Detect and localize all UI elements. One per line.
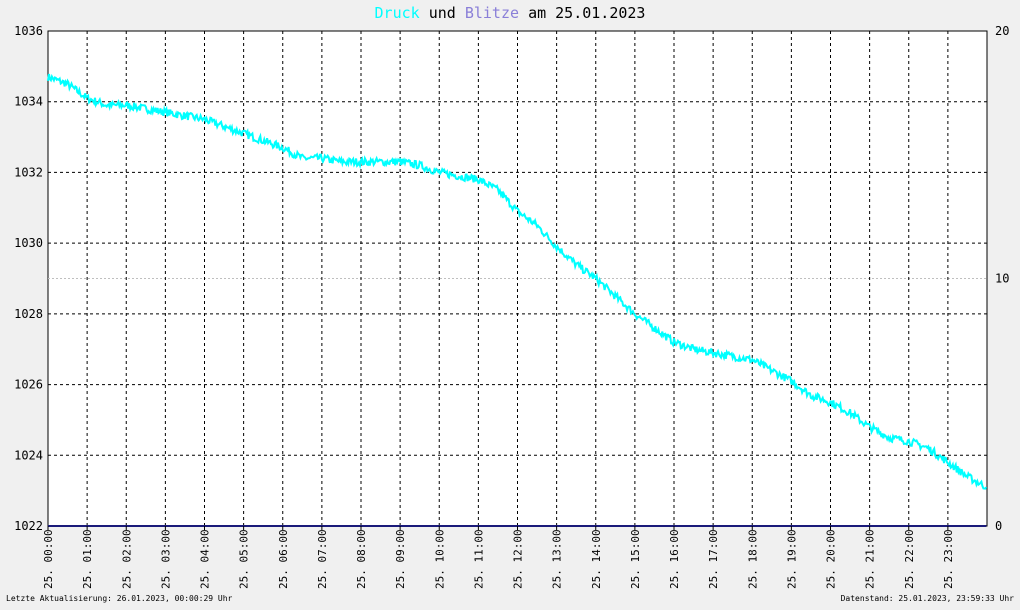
x-tick-label: 25. 13:00 (551, 529, 564, 589)
druck-data-point (751, 359, 753, 361)
druck-data-point (966, 476, 968, 478)
title-druck: Druck (375, 4, 420, 22)
druck-data-point (673, 341, 675, 343)
druck-data-point (262, 140, 264, 142)
druck-data-point (790, 380, 792, 382)
x-tick-label: 25. 18:00 (746, 529, 759, 589)
x-tick-label: 25. 22:00 (903, 529, 916, 589)
x-tick-label: 25. 19:00 (785, 529, 798, 589)
x-tick-label: 25. 01:00 (81, 529, 94, 589)
y-left-tick-label: 1022 (14, 519, 43, 533)
y-left-tick-label: 1028 (14, 307, 43, 321)
x-tick-label: 25. 08:00 (355, 529, 368, 589)
x-tick-label: 25. 05:00 (238, 529, 251, 589)
x-tick-label: 25. 21:00 (864, 529, 877, 589)
druck-data-point (614, 295, 616, 297)
druck-data-point (712, 352, 714, 354)
x-tick-label: 25. 06:00 (277, 529, 290, 589)
druck-data-point (380, 161, 382, 163)
druck-data-point (47, 76, 49, 78)
footer-data-status: Datenstand: 25.01.2023, 23:59:33 Uhr (841, 594, 1015, 603)
chart-title: Druck und Blitze am 25.01.2023 (375, 4, 646, 22)
druck-series-line (47, 73, 988, 490)
druck-data-point (67, 83, 69, 85)
x-tick-label: 25. 20:00 (825, 529, 838, 589)
druck-data-point (184, 115, 186, 117)
druck-data-point (243, 133, 245, 135)
druck-data-point (106, 104, 108, 106)
druck-data-point (340, 161, 342, 163)
title-und: und (429, 4, 456, 22)
druck-data-point (830, 401, 832, 403)
y-right-tick-label: 10 (995, 272, 1009, 286)
druck-data-point (849, 412, 851, 414)
druck-data-point (985, 486, 987, 488)
axes: 1022 1024 1026 1028 1030 1032 1034 1036 0 10 20 25.… (14, 24, 1009, 589)
druck-data-point (125, 104, 127, 106)
druck-data-point (321, 157, 323, 159)
druck-data-point (204, 118, 206, 120)
x-tick-label: 25. 23:00 (942, 529, 955, 589)
grid (48, 31, 987, 526)
druck-data-point (888, 437, 890, 439)
x-tick-label: 25. 16:00 (668, 529, 681, 589)
x-tick-label: 25. 09:00 (394, 529, 407, 589)
druck-data-point (908, 440, 910, 442)
x-tick-label: 25. 02:00 (120, 529, 133, 589)
title-blitze: Blitze (465, 4, 519, 22)
druck-data-point (634, 313, 636, 315)
druck-data-point (536, 224, 538, 226)
y-right-tick-label: 0 (995, 519, 1002, 533)
footer-last-update: Letzte Aktualisierung: 26.01.2023, 00:00… (6, 594, 233, 603)
x-tick-label: 25. 17:00 (707, 529, 720, 589)
x-tick-label: 25. 10:00 (433, 529, 446, 589)
x-tick-label: 25. 11:00 (472, 529, 485, 589)
druck-data-point (86, 97, 88, 99)
y-left-tick-label: 1036 (14, 24, 43, 38)
x-tick-label: 25. 07:00 (316, 529, 329, 589)
druck-data-point (693, 348, 695, 350)
druck-data-point (575, 263, 577, 265)
title-date: am 25.01.2023 (528, 4, 645, 22)
druck-data-point (419, 164, 421, 166)
y-left-tick-label: 1034 (14, 95, 43, 109)
druck-data-point (869, 426, 871, 428)
druck-data-point (399, 161, 401, 163)
druck-data-point (595, 278, 597, 280)
druck-data-point (771, 369, 773, 371)
y-left-tick-label: 1032 (14, 165, 43, 179)
druck-data-point (477, 179, 479, 181)
druck-data-point (282, 147, 284, 149)
y-left-tick-label: 1030 (14, 236, 43, 250)
druck-data-point (653, 327, 655, 329)
druck-data-point (810, 394, 812, 396)
druck-data-point (223, 125, 225, 127)
x-tick-label: 25. 03:00 (159, 529, 172, 589)
druck-data-point (164, 111, 166, 113)
druck-data-point (145, 108, 147, 110)
druck-data-point (360, 161, 362, 163)
druck-data-point (732, 355, 734, 357)
y-right-tick-label: 20 (995, 24, 1009, 38)
druck-data-point (458, 175, 460, 177)
x-tick-label: 25. 00:00 (42, 529, 55, 589)
x-tick-label: 25. 15:00 (629, 529, 642, 589)
x-tick-label: 25. 12:00 (512, 529, 525, 589)
y-left-tick-label: 1026 (14, 378, 43, 392)
x-tick-label: 25. 04:00 (199, 529, 212, 589)
druck-data-point (927, 447, 929, 449)
druck-data-point (438, 171, 440, 173)
druck-data-point (947, 461, 949, 463)
druck-data-point (517, 210, 519, 212)
druck-data-point (301, 157, 303, 159)
y-left-tick-label: 1024 (14, 448, 43, 462)
druck-data-point (556, 246, 558, 248)
x-tick-label: 25. 14:00 (590, 529, 603, 589)
druck-data-point (497, 189, 499, 191)
